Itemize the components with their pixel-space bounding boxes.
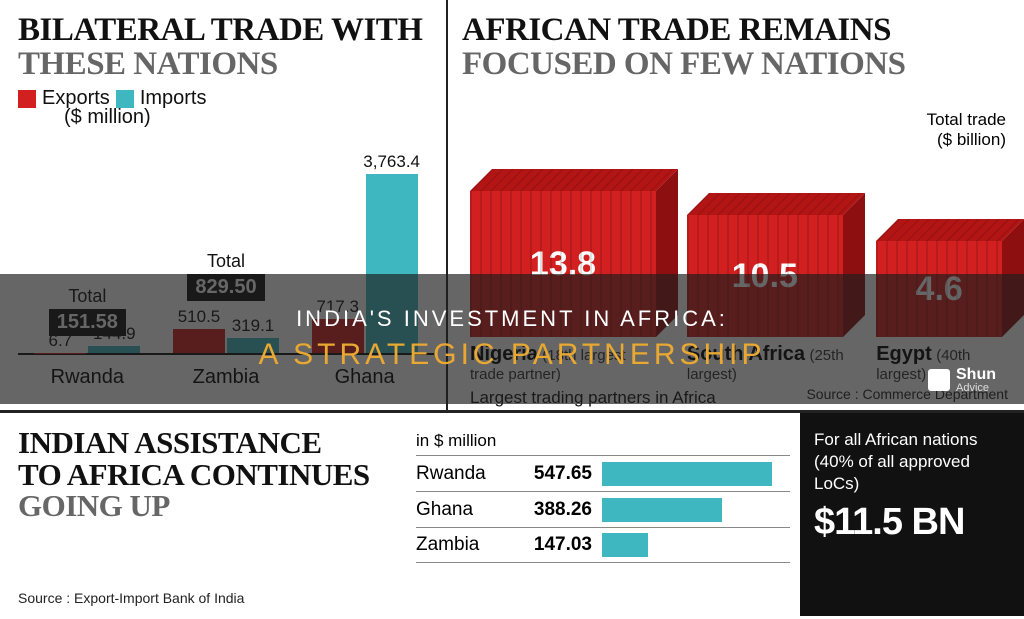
title-overlay: INDIA'S INVESTMENT IN AFRICA: A STRATEGI… (0, 274, 1024, 404)
hbar-row: Rwanda547.65 (416, 455, 790, 491)
hbar-value: 388.26 (512, 499, 602, 521)
source-exim: Source : Export-Import Bank of India (18, 590, 244, 606)
hbar-fill (602, 462, 772, 486)
hbar-label: Ghana (416, 499, 512, 521)
assistance-title: INDIAN ASSISTANCE TO AFRICA CONTINUES GO… (18, 427, 400, 522)
panel-assistance-title: INDIAN ASSISTANCE TO AFRICA CONTINUES GO… (0, 413, 410, 616)
container-top-face (876, 219, 1024, 241)
hbar-value: 147.03 (512, 534, 602, 556)
logo-sub: Advice (956, 382, 996, 394)
hbar-track (602, 533, 790, 557)
title-line: AFRICAN TRADE REMAINS (462, 12, 891, 48)
callout-amount: $11.5 BN (814, 501, 1010, 544)
hbar-value: 547.65 (512, 463, 602, 485)
hbar-fill (602, 533, 648, 557)
african-trade-title: AFRICAN TRADE REMAINS FOCUSED ON FEW NAT… (462, 14, 1012, 81)
title-line: TO AFRICA CONTINUES (18, 457, 370, 492)
hbar-row: Ghana388.26 (416, 491, 790, 527)
bilateral-title: BILATERAL TRADE WITH THESE NATIONS (18, 14, 434, 81)
legend-unit: ($ million) (64, 106, 434, 129)
hbar-label: Rwanda (416, 463, 512, 485)
title-line: GOING UP (18, 488, 170, 523)
bottom-row: INDIAN ASSISTANCE TO AFRICA CONTINUES GO… (0, 413, 1024, 616)
swatch-imports (116, 90, 134, 108)
hbar-label: Zambia (416, 534, 512, 556)
overlay-line1: INDIA'S INVESTMENT IN AFRICA: (296, 306, 728, 332)
overlay-logo: Shun Advice (928, 366, 996, 394)
logo-text: Shun (956, 366, 996, 383)
container-top-face (470, 169, 678, 191)
hbar-unit: in $ million (416, 431, 790, 451)
title-line: FOCUSED ON FEW NATIONS (462, 46, 905, 82)
hbar-fill (602, 498, 722, 522)
hbar-track (602, 498, 790, 522)
overlay-line2: A STRATEGIC PARTNERSHIP (258, 338, 765, 372)
panel-horizontal-bar: in $ million Rwanda547.65Ghana388.26Zamb… (410, 413, 800, 616)
callout-text: For all African nations (40% of all appr… (814, 429, 1010, 495)
swatch-exports (18, 90, 36, 108)
title-line: INDIAN ASSISTANCE (18, 425, 322, 460)
hbar-track (602, 462, 790, 486)
infographic-page: BILATERAL TRADE WITH THESE NATIONS Expor… (0, 0, 1024, 619)
bar-value: 3,763.4 (363, 152, 420, 172)
horizontal-bar-chart: Rwanda547.65Ghana388.26Zambia147.03 (416, 455, 790, 563)
logo-icon (928, 369, 950, 391)
container-top-face (687, 193, 865, 215)
callout-box: For all African nations (40% of all appr… (800, 413, 1024, 616)
title-line: BILATERAL TRADE WITH (18, 12, 422, 48)
hbar-row: Zambia147.03 (416, 527, 790, 563)
title-line: THESE NATIONS (18, 46, 278, 82)
